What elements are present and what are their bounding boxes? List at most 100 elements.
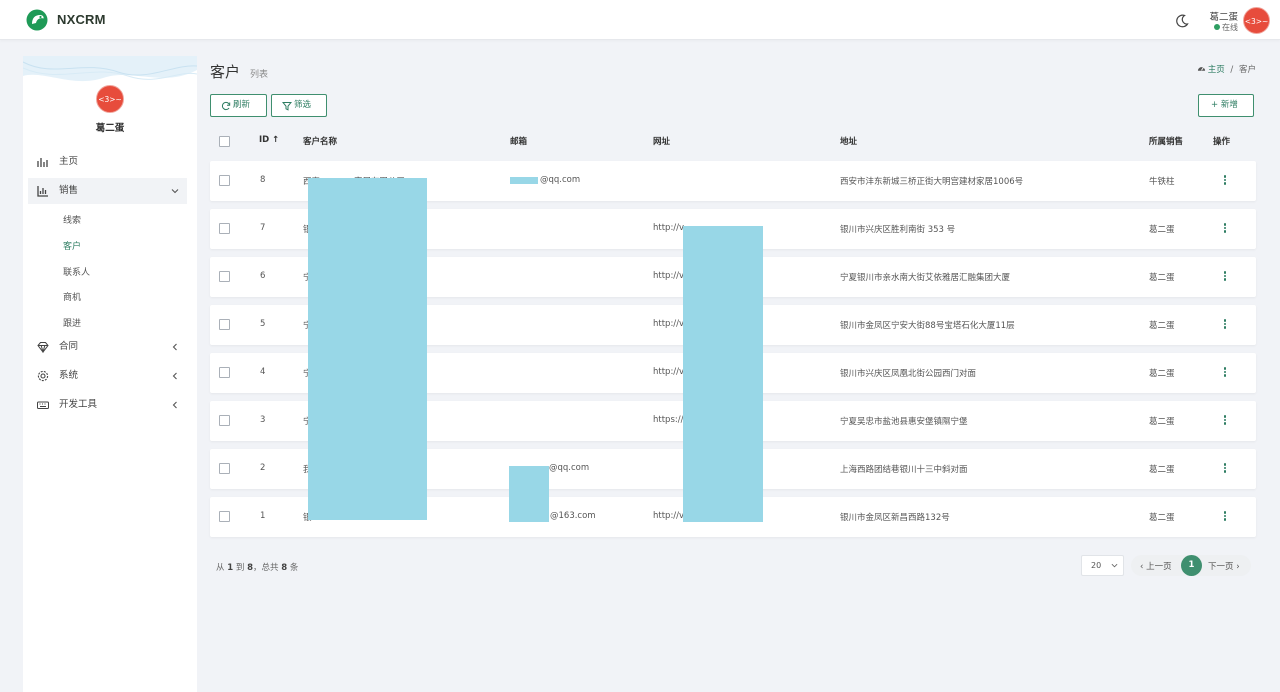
sidebar-sub-leads[interactable]: 线索 bbox=[63, 216, 82, 226]
sidebar-item-contracts[interactable]: 合同 bbox=[28, 334, 187, 360]
cell-address: 上海西路团结巷银川十三中斜对面 bbox=[840, 465, 968, 475]
sidebar-sub-followups[interactable]: 跟进 bbox=[63, 319, 82, 329]
row-checkbox[interactable] bbox=[219, 463, 230, 474]
cell-email: @qq.com bbox=[540, 175, 581, 185]
cell-sales: 葛二蛋 bbox=[1149, 465, 1175, 475]
cell-id: 4 bbox=[260, 367, 266, 377]
header-name[interactable]: 客户名称 bbox=[303, 137, 338, 147]
row-checkbox[interactable] bbox=[219, 175, 230, 186]
sidebar-sub-customers[interactable]: 客户 bbox=[63, 242, 82, 252]
sidebar-sub-contacts[interactable]: 联系人 bbox=[63, 268, 91, 278]
chart-bar-icon bbox=[37, 158, 48, 167]
cell-name[interactable]: 我 bbox=[303, 463, 312, 475]
select-all-checkbox[interactable] bbox=[219, 136, 230, 147]
redaction-block bbox=[509, 466, 549, 522]
keyboard-icon bbox=[37, 401, 49, 409]
breadcrumb-home-link[interactable]: 主页 bbox=[1207, 65, 1225, 75]
header-id[interactable]: ID ↑ bbox=[259, 135, 280, 145]
cell-sales: 葛二蛋 bbox=[1149, 225, 1175, 235]
row-checkbox[interactable] bbox=[219, 319, 230, 330]
sidebar-item-sales[interactable]: 销售 bbox=[28, 178, 187, 204]
row-checkbox[interactable] bbox=[219, 511, 230, 522]
row-menu-icon[interactable] bbox=[1223, 511, 1227, 523]
row-menu-icon[interactable] bbox=[1223, 223, 1227, 235]
sidebar-avatar[interactable]: <3>~ bbox=[96, 85, 124, 113]
page-size-select[interactable]: 20 bbox=[1081, 555, 1124, 576]
cell-id: 3 bbox=[260, 415, 266, 425]
refresh-button[interactable]: 刷新 bbox=[210, 94, 267, 117]
prev-page-button[interactable]: ‹ 上一页 bbox=[1140, 562, 1172, 572]
row-checkbox[interactable] bbox=[219, 223, 230, 234]
chevron-left-icon bbox=[172, 372, 177, 380]
cell-address: 银川市金凤区新昌西路132号 bbox=[840, 513, 950, 523]
row-checkbox[interactable] bbox=[219, 271, 230, 282]
cell-website[interactable]: http://v……/ bbox=[653, 511, 704, 521]
cell-website[interactable]: http://v……/ bbox=[653, 319, 704, 329]
cell-website[interactable]: http://v bbox=[653, 367, 685, 377]
cell-name[interactable]: 宁 bbox=[303, 367, 312, 379]
cell-address: 银川市金凤区宁安大街88号宝塔石化大厦11层 bbox=[840, 321, 1015, 331]
cell-id: 2 bbox=[260, 463, 266, 473]
header-avatar[interactable]: <3>~ bbox=[1243, 7, 1270, 34]
cell-website[interactable]: http://v……m/ bbox=[653, 271, 712, 281]
cell-name[interactable]: 宁 bbox=[303, 319, 312, 331]
cell-id: 1 bbox=[260, 511, 266, 521]
cell-website[interactable]: https:// bbox=[653, 415, 684, 425]
filter-button[interactable]: 筛选 bbox=[271, 94, 327, 117]
cell-name[interactable]: 银 bbox=[303, 223, 312, 235]
cell-name[interactable]: 宁 bbox=[303, 271, 312, 283]
diamond-icon bbox=[37, 342, 49, 353]
sidebar-sub-opportunities[interactable]: 商机 bbox=[63, 293, 82, 303]
add-button[interactable]: + 新增 bbox=[1198, 94, 1254, 117]
cell-sales: 葛二蛋 bbox=[1149, 417, 1175, 427]
row-menu-icon[interactable] bbox=[1223, 319, 1227, 331]
sidebar-item-system[interactable]: 系统 bbox=[28, 363, 187, 389]
bar-chart-icon bbox=[37, 186, 48, 197]
cell-sales: 葛二蛋 bbox=[1149, 273, 1175, 283]
cell-email: @qq.com bbox=[549, 463, 590, 473]
chevron-left-icon bbox=[172, 343, 177, 351]
header-website[interactable]: 网址 bbox=[653, 137, 671, 147]
sidebar-item-devtools[interactable]: 开发工具 bbox=[28, 392, 187, 418]
cell-id: 6 bbox=[260, 271, 266, 281]
cell-name[interactable]: 银 bbox=[303, 511, 312, 523]
next-page-button[interactable]: 下一页 › bbox=[1208, 562, 1240, 572]
cell-name[interactable]: 宁 bbox=[303, 415, 312, 427]
refresh-icon bbox=[221, 101, 231, 111]
sidebar-item-home[interactable]: 主页 bbox=[28, 149, 187, 175]
filter-icon bbox=[282, 102, 292, 111]
row-checkbox[interactable] bbox=[219, 415, 230, 426]
page-title: 客户 bbox=[210, 63, 241, 81]
chevron-down-icon bbox=[1111, 563, 1118, 568]
logo-icon[interactable] bbox=[26, 9, 48, 31]
cell-address: 宁夏银川市亲水南大街艾依雅居汇融集团大厦 bbox=[840, 273, 1011, 283]
sidebar-wave-decoration bbox=[23, 56, 197, 82]
cell-sales: 葛二蛋 bbox=[1149, 369, 1175, 379]
chevron-down-icon bbox=[171, 189, 179, 194]
pagination-summary: 从 1 到 8，总共 8 条 bbox=[216, 563, 299, 573]
page-1-button[interactable]: 1 bbox=[1181, 555, 1202, 576]
row-menu-icon[interactable] bbox=[1223, 175, 1227, 187]
cell-id: 8 bbox=[260, 175, 266, 185]
brand-name: NXCRM bbox=[57, 12, 106, 27]
header-email[interactable]: 邮箱 bbox=[510, 137, 528, 147]
cell-address: 银川市兴庆区胜利南街 353 号 bbox=[840, 225, 956, 235]
dark-mode-icon[interactable] bbox=[1175, 14, 1189, 28]
pagination: ‹ 上一页 1 下一页 › bbox=[1131, 555, 1251, 576]
header-address[interactable]: 地址 bbox=[840, 137, 858, 147]
online-dot-icon bbox=[1214, 24, 1220, 30]
cell-sales: 葛二蛋 bbox=[1149, 513, 1175, 523]
breadcrumb: 主页 / 客户 bbox=[1197, 63, 1256, 75]
row-menu-icon[interactable] bbox=[1223, 463, 1227, 475]
row-menu-icon[interactable] bbox=[1223, 271, 1227, 283]
header-user-status: 在线 bbox=[1196, 22, 1238, 33]
header-sales[interactable]: 所属销售 bbox=[1149, 137, 1184, 147]
row-menu-icon[interactable] bbox=[1223, 367, 1227, 379]
cell-website[interactable]: http://v bbox=[653, 223, 685, 233]
sidebar: <3>~ 葛二蛋 主页 销售 线索 客户 联系人 商机 跟进 合同 系统 开发工… bbox=[23, 56, 197, 692]
top-bar: NXCRM 葛二蛋 在线 <3>~ bbox=[0, 0, 1280, 40]
row-menu-icon[interactable] bbox=[1223, 415, 1227, 427]
gear-icon bbox=[37, 370, 49, 382]
header-user-name[interactable]: 葛二蛋 bbox=[1209, 12, 1238, 23]
row-checkbox[interactable] bbox=[219, 367, 230, 378]
